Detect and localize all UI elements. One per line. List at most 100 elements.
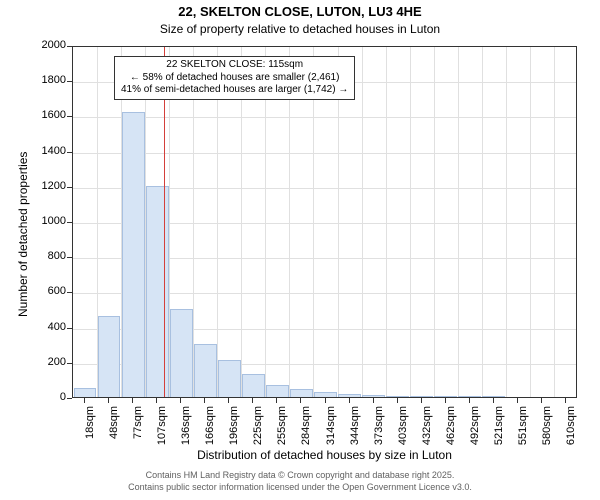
- xtick-mark: [397, 398, 398, 403]
- gridline-v: [386, 47, 387, 397]
- ytick-label: 400: [30, 321, 66, 333]
- xtick-mark: [325, 398, 326, 403]
- xtick-label: 314sqm: [325, 406, 337, 456]
- xtick-label: 610sqm: [565, 406, 577, 456]
- xtick-label: 492sqm: [469, 406, 481, 456]
- histogram-bar: [218, 360, 241, 397]
- ytick-label: 200: [30, 356, 66, 368]
- ytick-mark: [67, 116, 72, 117]
- xtick-mark: [84, 398, 85, 403]
- histogram-bar: [122, 112, 145, 397]
- ytick-mark: [67, 222, 72, 223]
- histogram-bar: [362, 395, 385, 397]
- histogram-bar: [386, 396, 409, 397]
- chart-title: 22, SKELTON CLOSE, LUTON, LU3 4HE: [0, 4, 600, 19]
- xtick-mark: [180, 398, 181, 403]
- histogram-bar: [242, 374, 265, 397]
- xtick-mark: [300, 398, 301, 403]
- xtick-label: 344sqm: [349, 406, 361, 456]
- gridline-v: [506, 47, 507, 397]
- ytick-label: 600: [30, 285, 66, 297]
- xtick-label: 107sqm: [156, 406, 168, 456]
- histogram-bar: [458, 396, 481, 397]
- ytick-mark: [67, 187, 72, 188]
- xtick-label: 18sqm: [84, 406, 96, 456]
- xtick-label: 196sqm: [228, 406, 240, 456]
- gridline-h: [73, 117, 576, 118]
- histogram-bar: [170, 309, 193, 397]
- histogram-bar: [74, 388, 97, 397]
- annotation-line: 41% of semi-detached houses are larger (…: [121, 84, 348, 97]
- xtick-label: 521sqm: [493, 406, 505, 456]
- ytick-mark: [67, 398, 72, 399]
- xtick-mark: [132, 398, 133, 403]
- xtick-mark: [276, 398, 277, 403]
- ytick-label: 1800: [30, 74, 66, 86]
- xtick-label: 225sqm: [252, 406, 264, 456]
- xtick-label: 373sqm: [373, 406, 385, 456]
- xtick-mark: [421, 398, 422, 403]
- histogram-bar: [314, 392, 337, 397]
- xtick-mark: [373, 398, 374, 403]
- chart-container: 22, SKELTON CLOSE, LUTON, LU3 4HE Size o…: [0, 0, 600, 500]
- histogram-bar: [410, 396, 433, 397]
- xtick-label: 77sqm: [132, 406, 144, 456]
- gridline-v: [338, 47, 339, 397]
- gridline-v: [554, 47, 555, 397]
- xtick-mark: [541, 398, 542, 403]
- histogram-bar: [482, 396, 505, 397]
- xtick-mark: [493, 398, 494, 403]
- xtick-mark: [349, 398, 350, 403]
- xtick-label: 432sqm: [421, 406, 433, 456]
- gridline-v: [217, 47, 218, 397]
- gridline-h: [73, 153, 576, 154]
- xtick-label: 255sqm: [276, 406, 288, 456]
- xtick-mark: [252, 398, 253, 403]
- y-axis-label: Number of detached properties: [16, 152, 30, 317]
- xtick-mark: [517, 398, 518, 403]
- ytick-label: 0: [30, 391, 66, 403]
- ytick-mark: [67, 46, 72, 47]
- ytick-mark: [67, 81, 72, 82]
- annotation-line: 22 SKELTON CLOSE: 115sqm: [121, 59, 348, 72]
- xtick-mark: [108, 398, 109, 403]
- chart-subtitle: Size of property relative to detached ho…: [0, 22, 600, 36]
- gridline-v: [313, 47, 314, 397]
- gridline-v: [458, 47, 459, 397]
- xtick-label: 166sqm: [204, 406, 216, 456]
- histogram-bar: [434, 396, 457, 397]
- xtick-label: 284sqm: [300, 406, 312, 456]
- histogram-bar: [194, 344, 217, 397]
- ytick-label: 800: [30, 250, 66, 262]
- xtick-mark: [156, 398, 157, 403]
- ytick-label: 1000: [30, 215, 66, 227]
- gridline-v: [530, 47, 531, 397]
- ytick-mark: [67, 257, 72, 258]
- ytick-label: 2000: [30, 39, 66, 51]
- ytick-mark: [67, 292, 72, 293]
- ytick-mark: [67, 363, 72, 364]
- gridline-v: [362, 47, 363, 397]
- xtick-label: 136sqm: [180, 406, 192, 456]
- annotation-line: ← 58% of detached houses are smaller (2,…: [121, 72, 348, 85]
- gridline-v: [289, 47, 290, 397]
- ytick-mark: [67, 328, 72, 329]
- xtick-label: 580sqm: [541, 406, 553, 456]
- ytick-mark: [67, 152, 72, 153]
- ytick-label: 1600: [30, 109, 66, 121]
- gridline-v: [241, 47, 242, 397]
- footer-line-1: Contains HM Land Registry data © Crown c…: [0, 470, 600, 480]
- xtick-mark: [228, 398, 229, 403]
- xtick-mark: [565, 398, 566, 403]
- xtick-label: 462sqm: [445, 406, 457, 456]
- xtick-label: 48sqm: [108, 406, 120, 456]
- footer-line-2: Contains public sector information licen…: [0, 482, 600, 492]
- histogram-bar: [266, 385, 289, 397]
- xtick-mark: [469, 398, 470, 403]
- histogram-bar: [98, 316, 121, 397]
- histogram-bar: [290, 389, 313, 397]
- gridline-v: [482, 47, 483, 397]
- reference-line: [164, 47, 165, 397]
- histogram-bar: [338, 394, 361, 397]
- ytick-label: 1200: [30, 180, 66, 192]
